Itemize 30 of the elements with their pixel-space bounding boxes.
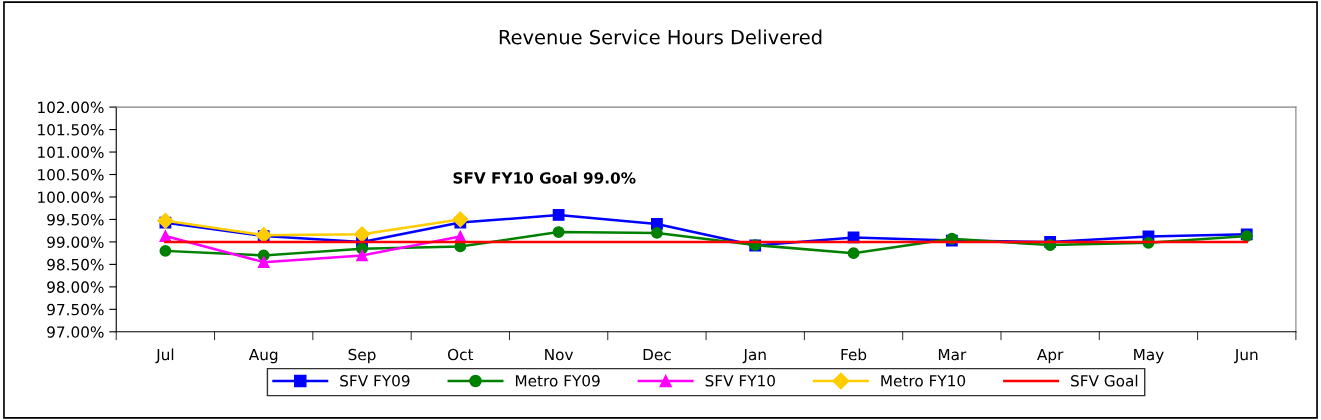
x-tick-label: Feb bbox=[841, 348, 867, 361]
y-tick-label: 100.00% bbox=[38, 191, 104, 203]
y-tick-label: 99.00% bbox=[47, 236, 104, 248]
x-tick-label: Oct bbox=[447, 348, 474, 361]
y-tick-label: 97.50% bbox=[47, 303, 104, 316]
annotation: SFV FY10 Goal 99.0% bbox=[453, 171, 636, 184]
x-tick-label: Nov bbox=[545, 348, 574, 361]
x-tick-label: Aug bbox=[248, 348, 278, 364]
legend-label: SFV Goal bbox=[1071, 374, 1138, 387]
chart-title: Revenue Service Hours Delivered bbox=[499, 29, 822, 45]
legend-label: Metro FY09 bbox=[515, 375, 600, 387]
y-tick-label: 99.50% bbox=[47, 213, 104, 226]
x-tick-label: Jul bbox=[155, 348, 174, 364]
y-tick-label: 101.50% bbox=[38, 124, 104, 136]
x-tick-label: Sep bbox=[348, 348, 376, 364]
y-tick-label: 98.00% bbox=[47, 281, 104, 293]
legend-label: SFV FY09 bbox=[340, 375, 410, 387]
y-tick-label: 101.00% bbox=[38, 146, 104, 159]
y-tick-label: 98.50% bbox=[47, 258, 104, 271]
x-tick-label: Dec bbox=[643, 348, 671, 361]
x-tick-label: Mar bbox=[938, 348, 967, 361]
x-tick-label: Jun bbox=[1234, 348, 1258, 364]
y-tick-label: 102.00% bbox=[38, 101, 104, 114]
x-tick-label: Apr bbox=[1037, 348, 1064, 364]
x-tick-label: May bbox=[1134, 348, 1164, 364]
legend-label: Metro FY10 bbox=[881, 375, 966, 387]
x-tick-label: Jan bbox=[742, 348, 766, 364]
legend-label: SFV FY10 bbox=[705, 375, 775, 387]
y-tick-label: 97.00% bbox=[47, 326, 104, 338]
y-tick-label: 100.50% bbox=[38, 168, 104, 181]
